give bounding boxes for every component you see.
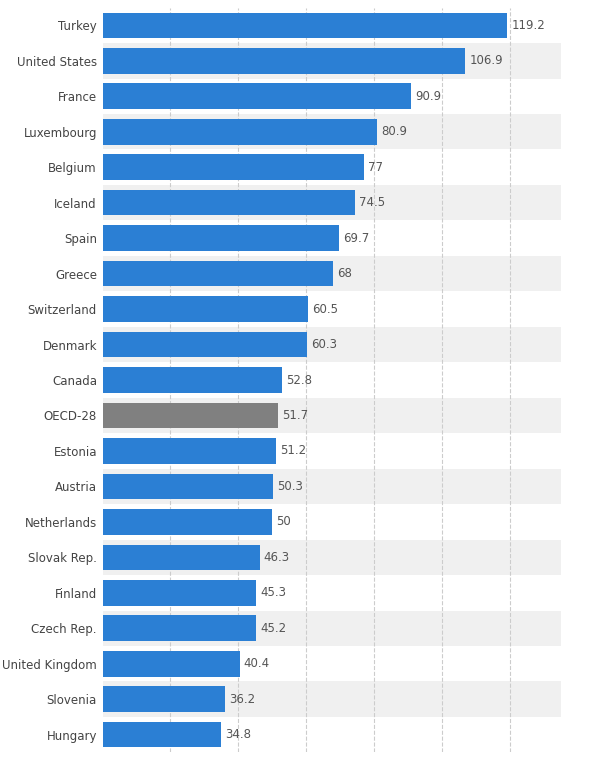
Bar xyxy=(103,616,256,641)
Text: 69.7: 69.7 xyxy=(343,232,370,245)
Bar xyxy=(103,327,561,363)
Text: 106.9: 106.9 xyxy=(470,54,503,68)
Bar xyxy=(103,78,561,114)
Bar xyxy=(103,686,226,712)
Bar xyxy=(103,403,278,428)
Bar xyxy=(103,545,260,570)
Bar xyxy=(103,473,273,499)
Bar xyxy=(103,397,561,433)
Bar xyxy=(103,8,561,43)
Text: 90.9: 90.9 xyxy=(415,90,441,103)
Bar xyxy=(103,119,377,144)
Bar xyxy=(103,433,561,469)
Text: 119.2: 119.2 xyxy=(511,19,545,32)
Bar xyxy=(103,226,339,251)
Text: 80.9: 80.9 xyxy=(381,125,407,138)
Bar xyxy=(103,190,355,215)
Text: 45.3: 45.3 xyxy=(260,586,286,600)
Bar xyxy=(103,43,561,78)
Bar xyxy=(103,84,411,109)
Bar xyxy=(103,682,561,717)
Text: 36.2: 36.2 xyxy=(230,692,256,706)
Bar xyxy=(103,256,561,291)
Text: 51.2: 51.2 xyxy=(280,445,306,458)
Bar xyxy=(103,296,308,321)
Bar xyxy=(103,540,561,575)
Bar xyxy=(103,504,561,540)
Bar xyxy=(103,509,272,534)
Bar xyxy=(103,13,507,38)
Bar xyxy=(103,114,561,150)
Bar xyxy=(103,575,561,610)
Text: 52.8: 52.8 xyxy=(286,373,312,387)
Bar xyxy=(103,48,466,74)
Bar xyxy=(103,580,256,606)
Text: 60.5: 60.5 xyxy=(312,302,338,315)
Text: 74.5: 74.5 xyxy=(359,196,385,209)
Bar xyxy=(103,610,561,646)
Bar xyxy=(103,220,561,256)
Bar xyxy=(103,651,239,676)
Text: 46.3: 46.3 xyxy=(264,551,290,564)
Text: 77: 77 xyxy=(368,160,383,174)
Bar xyxy=(103,367,282,393)
Bar xyxy=(103,363,561,397)
Text: 40.4: 40.4 xyxy=(244,657,270,670)
Text: 68: 68 xyxy=(338,267,352,280)
Bar xyxy=(103,469,561,504)
Bar xyxy=(103,291,561,327)
Text: 51.7: 51.7 xyxy=(282,409,308,422)
Text: 34.8: 34.8 xyxy=(225,728,251,741)
Bar xyxy=(103,439,276,464)
Text: 60.3: 60.3 xyxy=(311,338,337,351)
Bar xyxy=(103,185,561,220)
Text: 50.3: 50.3 xyxy=(277,480,303,493)
Text: 45.2: 45.2 xyxy=(260,622,286,635)
Text: 50: 50 xyxy=(276,515,291,528)
Bar xyxy=(103,722,221,747)
Bar xyxy=(103,332,307,357)
Bar xyxy=(103,261,333,287)
Bar xyxy=(103,646,561,682)
Bar xyxy=(103,717,561,752)
Bar xyxy=(103,154,364,180)
Bar xyxy=(103,150,561,185)
